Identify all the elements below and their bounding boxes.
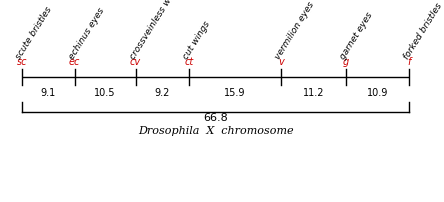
- Text: scute bristles: scute bristles: [14, 5, 54, 61]
- Text: v: v: [278, 57, 284, 67]
- Text: 66.8: 66.8: [203, 113, 228, 123]
- Text: ct: ct: [184, 57, 194, 67]
- Text: crossveinless wings: crossveinless wings: [128, 0, 183, 61]
- Text: 10.5: 10.5: [94, 88, 116, 98]
- Text: 9.1: 9.1: [40, 88, 56, 98]
- Text: garnet eyes: garnet eyes: [338, 11, 375, 61]
- Text: f: f: [408, 57, 411, 67]
- Text: forked bristles: forked bristles: [402, 2, 444, 61]
- Text: Drosophila  X  chromosome: Drosophila X chromosome: [138, 126, 293, 137]
- Text: g: g: [343, 57, 349, 67]
- Text: 9.2: 9.2: [155, 88, 170, 98]
- Text: 11.2: 11.2: [303, 88, 325, 98]
- Text: ec: ec: [69, 57, 80, 67]
- Text: 15.9: 15.9: [224, 88, 246, 98]
- Text: echinus eyes: echinus eyes: [67, 7, 106, 61]
- Text: cv: cv: [130, 57, 141, 67]
- Text: sc: sc: [16, 57, 27, 67]
- Text: vermilion eyes: vermilion eyes: [274, 1, 316, 61]
- Text: cut wings: cut wings: [181, 20, 212, 61]
- Text: 10.9: 10.9: [367, 88, 388, 98]
